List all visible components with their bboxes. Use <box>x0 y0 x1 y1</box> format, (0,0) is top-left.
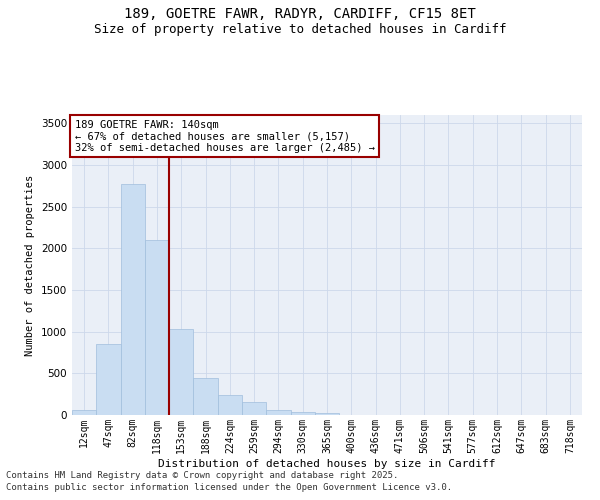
Text: 189 GOETRE FAWR: 140sqm
← 67% of detached houses are smaller (5,157)
32% of semi: 189 GOETRE FAWR: 140sqm ← 67% of detache… <box>74 120 374 152</box>
X-axis label: Distribution of detached houses by size in Cardiff: Distribution of detached houses by size … <box>158 458 496 468</box>
Text: Contains public sector information licensed under the Open Government Licence v3: Contains public sector information licen… <box>6 484 452 492</box>
Bar <box>193 378 218 415</box>
Bar <box>121 184 145 415</box>
Bar <box>96 344 121 415</box>
Bar <box>72 410 96 415</box>
Bar <box>218 394 242 415</box>
Y-axis label: Number of detached properties: Number of detached properties <box>25 174 35 356</box>
Text: Size of property relative to detached houses in Cardiff: Size of property relative to detached ho… <box>94 22 506 36</box>
Bar <box>266 410 290 415</box>
Bar <box>290 412 315 415</box>
Bar <box>169 329 193 415</box>
Bar <box>242 402 266 415</box>
Bar <box>145 240 169 415</box>
Bar <box>315 414 339 415</box>
Text: Contains HM Land Registry data © Crown copyright and database right 2025.: Contains HM Land Registry data © Crown c… <box>6 471 398 480</box>
Text: 189, GOETRE FAWR, RADYR, CARDIFF, CF15 8ET: 189, GOETRE FAWR, RADYR, CARDIFF, CF15 8… <box>124 8 476 22</box>
